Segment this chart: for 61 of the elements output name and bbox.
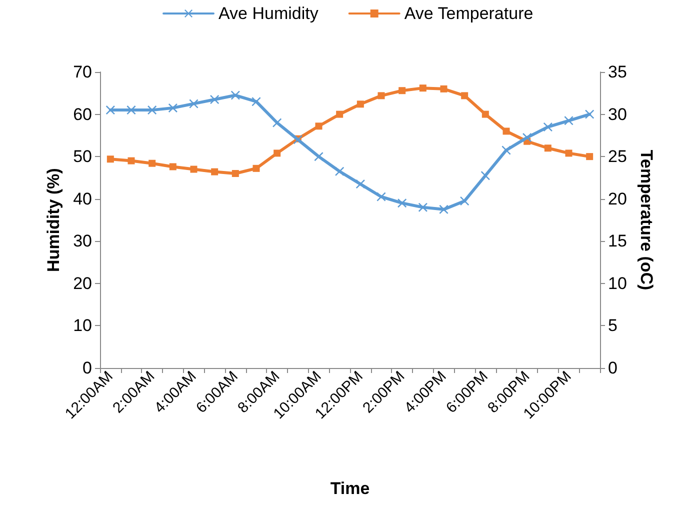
- y-tick-label: 70: [73, 62, 92, 82]
- point: [336, 110, 344, 118]
- y2-tick-label: 10: [608, 274, 627, 293]
- point: [335, 166, 344, 176]
- point: [502, 128, 510, 135]
- point: [106, 156, 114, 163]
- point: [398, 198, 407, 208]
- point: [398, 87, 406, 94]
- point: [564, 116, 574, 126]
- y-tick-label: 20: [73, 274, 92, 293]
- point: [230, 90, 240, 100]
- point: [148, 106, 157, 115]
- point: [440, 85, 448, 92]
- point: [378, 92, 385, 100]
- point: [169, 163, 176, 170]
- y2-tick-label: 15: [608, 232, 627, 251]
- y-tick-label: 40: [73, 189, 92, 208]
- point: [232, 170, 239, 177]
- point: [190, 166, 198, 173]
- y2-tick-label: 30: [608, 104, 627, 124]
- x-axis-title: Time: [330, 479, 370, 498]
- point: [126, 106, 136, 115]
- y-tick-label: 60: [73, 104, 92, 124]
- point: [272, 118, 282, 128]
- y-tick-label: 50: [73, 147, 92, 166]
- point: [252, 97, 261, 106]
- point: [418, 202, 428, 212]
- y-tick-label: 30: [73, 232, 92, 251]
- point: [148, 160, 156, 167]
- point: [585, 110, 594, 119]
- point: [565, 150, 572, 157]
- point: [461, 92, 468, 100]
- y-axis-title: Humidity (%): [44, 168, 63, 272]
- point: [419, 84, 426, 92]
- point: [106, 106, 115, 115]
- point: [544, 144, 552, 152]
- point: [460, 196, 470, 206]
- point: [586, 153, 594, 160]
- y-tick-label: 10: [73, 316, 92, 336]
- point: [168, 103, 178, 112]
- point: [315, 122, 322, 130]
- point: [482, 110, 489, 118]
- y2-tick-label: 20: [608, 189, 627, 208]
- legend-label: Ave Humidity: [218, 4, 319, 23]
- legend-label: Ave Temperature: [404, 4, 534, 23]
- point: [480, 171, 490, 180]
- point: [522, 133, 532, 142]
- y2-axis-title: Temperature (oC): [637, 150, 656, 290]
- point: [211, 168, 218, 176]
- point: [314, 152, 324, 162]
- y2-tick-label: 5: [608, 316, 618, 336]
- point: [252, 164, 260, 172]
- y2-tick-label: 0: [608, 358, 618, 378]
- point: [356, 100, 364, 108]
- point: [543, 122, 552, 132]
- y2-tick-label: 35: [608, 62, 627, 82]
- point: [356, 180, 365, 189]
- point: [439, 204, 448, 214]
- point: [128, 157, 135, 164]
- y2-tick-label: 25: [608, 147, 627, 166]
- point: [274, 150, 281, 157]
